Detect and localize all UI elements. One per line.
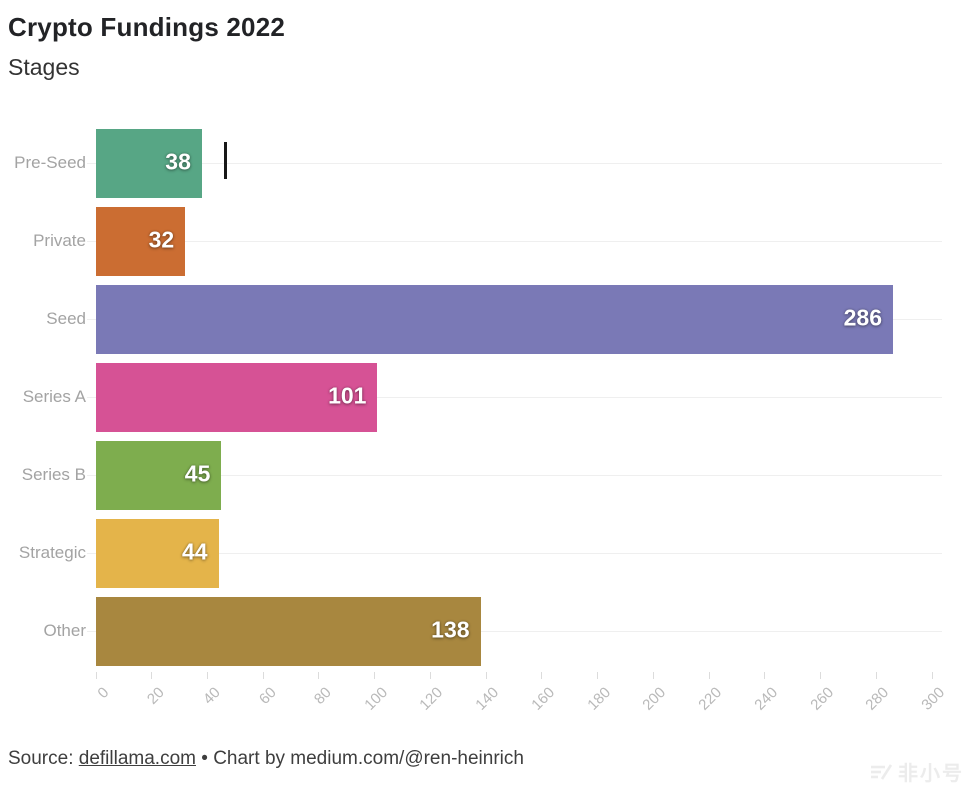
plot-area: 38 32 286 101 45 44 138 0 20 40 60 80 100 120 140 160 18… [87, 124, 948, 714]
bar-strategic: 44 [96, 518, 219, 588]
gridline-pre-seed [87, 162, 942, 164]
text-cursor [224, 142, 227, 179]
category-label-seed: Seed [46, 309, 86, 328]
chart-title: Crypto Fundings 2022 [8, 12, 286, 42]
x-tick-40 [206, 672, 208, 679]
source-label: Source: [8, 748, 79, 769]
x-tick-100 [374, 672, 376, 679]
y-axis-category-labels: Pre-Seed Private Seed Series A Series B Strat… [0, 124, 86, 670]
x-tick-200 [652, 672, 654, 679]
x-tick-300 [931, 672, 933, 679]
bar-seed: 286 [96, 284, 893, 354]
gridline-private [87, 240, 942, 242]
watermark-text: 非小号 [898, 763, 964, 785]
x-tick-140 [485, 672, 487, 679]
bar-value-pre-seed: 38 [165, 148, 191, 175]
bar-value-other: 138 [431, 616, 470, 643]
bar-value-series-a: 101 [328, 382, 367, 409]
x-tick-0 [95, 672, 97, 679]
bar-series-a: 101 [96, 362, 378, 432]
x-tick-220 [708, 672, 710, 679]
bar-value-series-b: 45 [184, 460, 211, 487]
chart-subtitle: Stages [8, 54, 80, 80]
category-label-private: Private [33, 231, 86, 250]
x-tick-260 [820, 672, 822, 679]
category-label-series-b: Series B [21, 465, 86, 484]
x-tick-20 [151, 672, 153, 679]
bar-pre-seed: 38 [96, 128, 202, 198]
footer-separator: • [195, 748, 214, 769]
bar-value-seed: 286 [843, 304, 882, 331]
watermark: 非小号 [869, 757, 964, 786]
bar-series-b: 45 [96, 440, 222, 510]
gridline-other [87, 630, 942, 632]
category-label-other: Other [43, 621, 86, 640]
gridline-series-a [87, 396, 942, 398]
x-tick-120 [429, 672, 431, 679]
x-tick-80 [318, 672, 320, 679]
source-link[interactable]: defillama.com [78, 748, 196, 769]
bar-value-strategic: 44 [182, 538, 208, 565]
bar-value-private: 32 [148, 226, 175, 253]
bar-private: 32 [96, 206, 186, 276]
gridline-strategic [87, 552, 942, 554]
category-label-strategic: Strategic [18, 543, 86, 562]
x-tick-180 [597, 672, 599, 679]
bar-other: 138 [96, 596, 481, 666]
footer: Source: defillama.com • Chart by medium.… [8, 748, 524, 770]
chart-credit: Chart by medium.com/@ren-heinrich [213, 748, 524, 769]
category-label-series-a: Series A [22, 387, 86, 406]
x-tick-240 [764, 672, 766, 679]
x-tick-280 [875, 672, 877, 679]
x-tick-60 [262, 672, 264, 679]
feixiaohao-logo-icon [871, 763, 893, 780]
x-tick-160 [541, 672, 543, 679]
gridline-series-b [87, 474, 942, 476]
category-label-pre-seed: Pre-Seed [14, 153, 86, 172]
